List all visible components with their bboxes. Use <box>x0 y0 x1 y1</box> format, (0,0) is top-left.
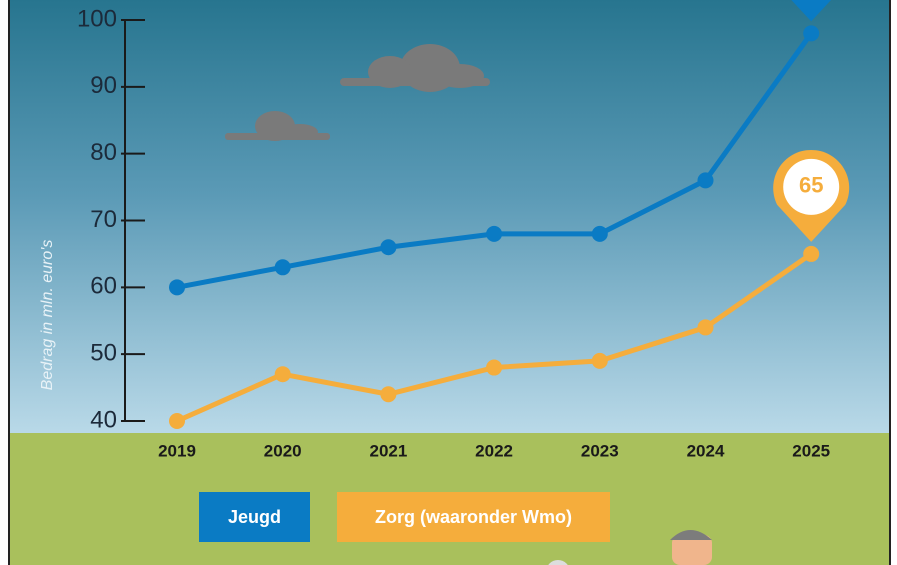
data-label: 65 <box>799 173 823 198</box>
y-tick-label: 80 <box>90 139 117 166</box>
x-tick-label: 2024 <box>687 441 725 460</box>
data-point <box>803 246 819 262</box>
x-tick-label: 2019 <box>158 441 196 460</box>
data-point <box>592 353 608 369</box>
border-right <box>889 0 891 565</box>
x-tick-label: 2022 <box>475 441 513 460</box>
data-point <box>380 239 396 255</box>
data-point <box>486 226 502 242</box>
legend-label: Zorg (waaronder Wmo) <box>375 507 572 527</box>
chart: Bedrag in mln. euro's 40 50 60 70 80 90 100 201… <box>0 0 897 565</box>
y-tick-label: 60 <box>90 273 117 300</box>
x-tick-label: 2020 <box>264 441 302 460</box>
legend-label: Jeugd <box>228 507 281 527</box>
data-point <box>169 413 185 429</box>
y-tick-label: 90 <box>90 72 117 99</box>
x-tick-label: 2025 <box>792 441 830 460</box>
page: Bedrag in mln. euro's 40 50 60 70 80 90 100 201… <box>0 0 897 565</box>
data-point <box>486 360 502 376</box>
data-point <box>698 172 714 188</box>
data-point <box>169 279 185 295</box>
x-tick-label: 2021 <box>369 441 407 460</box>
person <box>670 530 712 565</box>
y-tick-label: 50 <box>90 340 117 367</box>
data-point <box>592 226 608 242</box>
y-tick-label: 40 <box>90 406 117 433</box>
data-point <box>275 259 291 275</box>
x-tick-label: 2023 <box>581 441 619 460</box>
data-point <box>698 319 714 335</box>
data-point <box>380 386 396 402</box>
data-point <box>275 366 291 382</box>
data-point <box>803 25 819 41</box>
y-tick-label: 100 <box>77 5 117 32</box>
y-axis-label: Bedrag in mln. euro's <box>39 240 56 391</box>
y-tick-label: 70 <box>90 206 117 233</box>
border-left <box>8 0 10 565</box>
